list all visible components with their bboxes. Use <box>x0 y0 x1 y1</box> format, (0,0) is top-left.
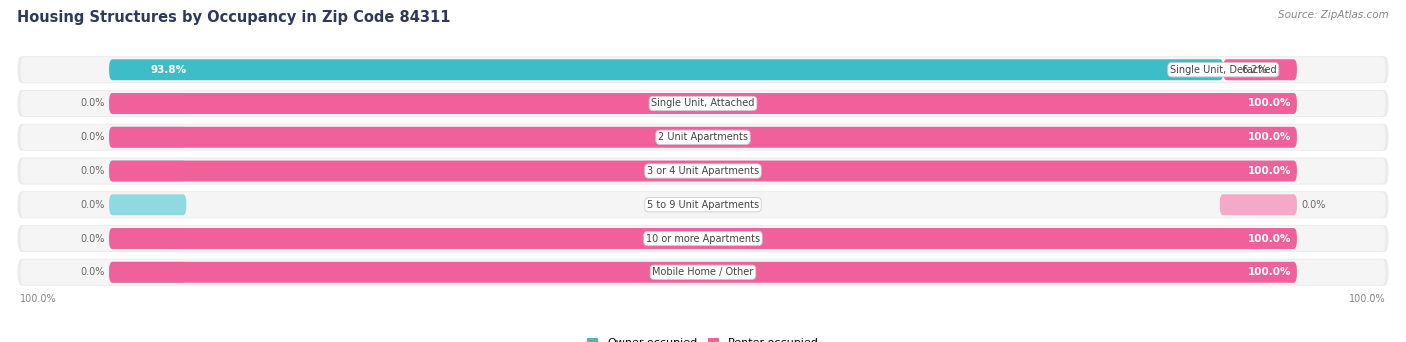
Text: 100.0%: 100.0% <box>20 293 56 304</box>
FancyBboxPatch shape <box>110 93 186 114</box>
FancyBboxPatch shape <box>110 262 1296 283</box>
FancyBboxPatch shape <box>110 160 1296 182</box>
Text: 10 or more Apartments: 10 or more Apartments <box>645 234 761 244</box>
Text: Single Unit, Attached: Single Unit, Attached <box>651 98 755 108</box>
Text: Single Unit, Detached: Single Unit, Detached <box>1170 65 1277 75</box>
Text: 6.2%: 6.2% <box>1241 65 1268 75</box>
Text: Source: ZipAtlas.com: Source: ZipAtlas.com <box>1278 10 1389 20</box>
Text: 93.8%: 93.8% <box>150 65 187 75</box>
FancyBboxPatch shape <box>110 262 186 283</box>
FancyBboxPatch shape <box>21 226 1385 251</box>
Text: 0.0%: 0.0% <box>80 234 104 244</box>
Text: 100.0%: 100.0% <box>1350 293 1386 304</box>
FancyBboxPatch shape <box>21 124 1385 150</box>
Text: 100.0%: 100.0% <box>1247 166 1291 176</box>
FancyBboxPatch shape <box>18 191 1388 218</box>
FancyBboxPatch shape <box>21 260 1385 285</box>
FancyBboxPatch shape <box>18 225 1388 252</box>
Text: 100.0%: 100.0% <box>1247 98 1291 108</box>
FancyBboxPatch shape <box>21 192 1385 218</box>
FancyBboxPatch shape <box>18 259 1388 286</box>
FancyBboxPatch shape <box>110 228 1296 249</box>
Text: Mobile Home / Other: Mobile Home / Other <box>652 267 754 277</box>
FancyBboxPatch shape <box>110 228 186 249</box>
FancyBboxPatch shape <box>110 194 186 215</box>
FancyBboxPatch shape <box>18 158 1388 184</box>
Text: 0.0%: 0.0% <box>80 98 104 108</box>
Text: 2 Unit Apartments: 2 Unit Apartments <box>658 132 748 142</box>
Text: 0.0%: 0.0% <box>1302 200 1326 210</box>
FancyBboxPatch shape <box>18 124 1388 151</box>
FancyBboxPatch shape <box>110 93 1296 114</box>
Text: 5 to 9 Unit Apartments: 5 to 9 Unit Apartments <box>647 200 759 210</box>
Text: 0.0%: 0.0% <box>80 132 104 142</box>
Legend: Owner-occupied, Renter-occupied: Owner-occupied, Renter-occupied <box>582 334 824 342</box>
Text: Housing Structures by Occupancy in Zip Code 84311: Housing Structures by Occupancy in Zip C… <box>17 10 450 25</box>
Text: 100.0%: 100.0% <box>1247 132 1291 142</box>
FancyBboxPatch shape <box>110 160 186 182</box>
Text: 100.0%: 100.0% <box>1247 234 1291 244</box>
FancyBboxPatch shape <box>1219 194 1296 215</box>
FancyBboxPatch shape <box>1223 59 1296 80</box>
Text: 100.0%: 100.0% <box>1247 267 1291 277</box>
FancyBboxPatch shape <box>21 91 1385 116</box>
FancyBboxPatch shape <box>21 158 1385 184</box>
FancyBboxPatch shape <box>110 59 1223 80</box>
Text: 0.0%: 0.0% <box>80 166 104 176</box>
Text: 3 or 4 Unit Apartments: 3 or 4 Unit Apartments <box>647 166 759 176</box>
FancyBboxPatch shape <box>18 90 1388 117</box>
Text: 0.0%: 0.0% <box>80 267 104 277</box>
FancyBboxPatch shape <box>21 57 1385 82</box>
FancyBboxPatch shape <box>110 127 186 148</box>
FancyBboxPatch shape <box>110 127 1296 148</box>
Text: 0.0%: 0.0% <box>80 200 104 210</box>
FancyBboxPatch shape <box>18 56 1388 83</box>
